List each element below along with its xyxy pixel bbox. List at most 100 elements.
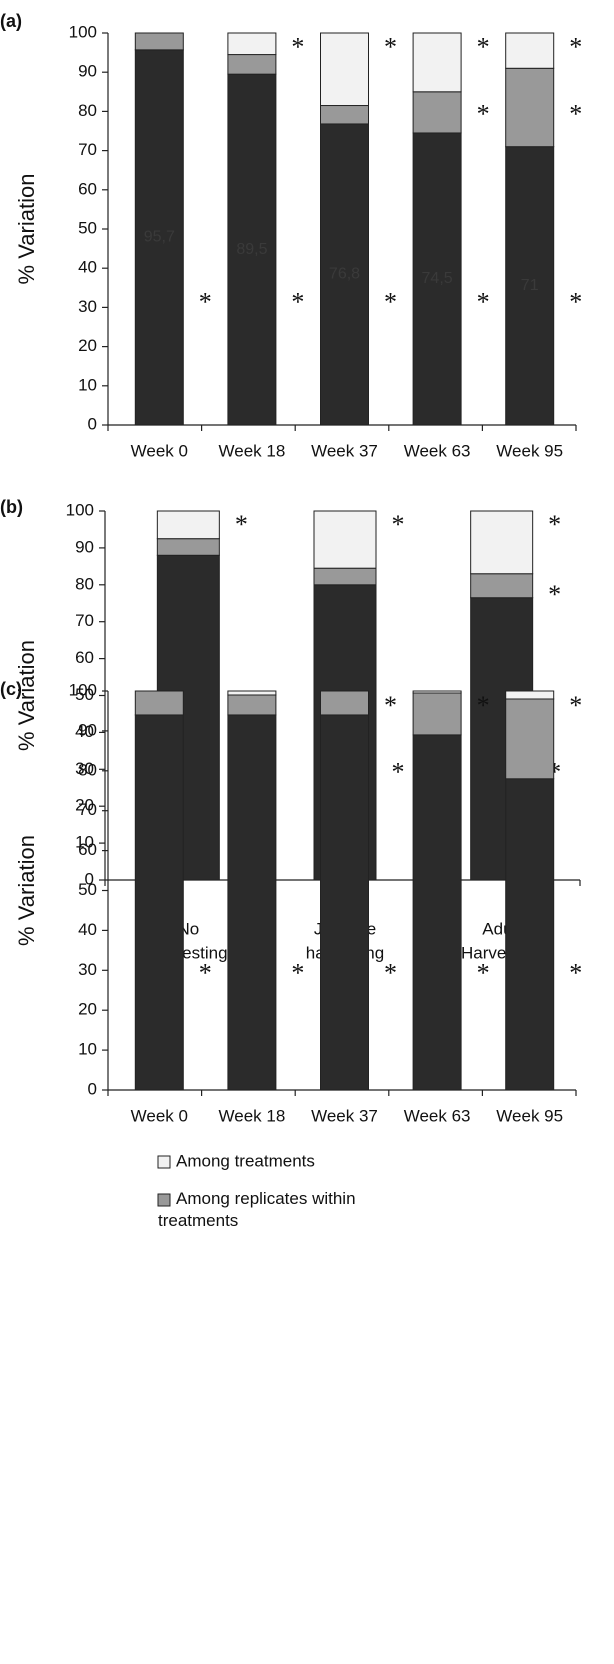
legend-swatch [157,1193,171,1207]
y-tick-label: 10 [78,1040,97,1059]
y-tick-label: 20 [78,1000,97,1019]
annotation: * [392,510,405,539]
bar-segment [505,146,555,426]
value-label: 74,5 [422,270,453,287]
annotation: * [477,691,490,720]
bar-segment [156,538,220,556]
y-tick-label: 80 [78,101,97,120]
y-tick-label: 70 [75,611,94,630]
bar-segment [156,510,220,540]
y-tick-label: 100 [66,500,94,519]
y-tick-label: 80 [78,760,97,779]
x-tick-label: Week 63 [404,1106,471,1125]
y-tick-label: 40 [78,258,97,277]
annotation: * [477,99,490,128]
annotation: * [199,958,212,987]
bar-segment [313,567,377,586]
bar-segment [227,690,277,696]
annotation: * [569,288,582,317]
panel-label: (b) [0,497,23,517]
y-tick-label: 20 [75,796,94,815]
y-tick-label: 60 [78,840,97,859]
bar-segment [320,714,369,1091]
y-tick-label: 0 [88,414,97,433]
annotation: * [392,757,405,786]
bar-segment [470,510,534,575]
x-tick-label: Week 0 [131,1106,188,1125]
x-tick-label: Week 37 [311,1106,378,1125]
bar-segment [313,510,377,569]
legend-label: Among replicates within treatments [158,1189,356,1230]
annotation: * [548,510,561,539]
bar-segment [505,67,555,148]
annotation: * [569,958,582,987]
value-label: 76,8 [329,266,360,283]
x-tick-label: Week 95 [496,1106,563,1125]
x-tick-label: Week 18 [219,441,286,460]
y-tick-label: 100 [69,22,97,41]
bar-segment [227,32,277,56]
annotation: * [384,958,397,987]
x-tick-label: Week 18 [219,1106,286,1125]
y-tick-label: 50 [75,685,94,704]
bar-segment [134,714,184,1091]
annotation: * [384,288,397,317]
panel-label: (a) [0,11,22,31]
value-label: 89,5 [236,241,267,258]
x-tick-label: Week 95 [496,441,563,460]
y-tick-label: 70 [78,140,97,159]
y-tick-label: 10 [78,375,97,394]
y-tick-label: 90 [78,62,97,81]
bar-segment [412,132,462,426]
y-tick-label: 30 [75,759,94,778]
y-tick-label: 0 [88,1079,97,1098]
y-axis-label: % Variation [14,174,39,285]
value-label: 71 [521,277,539,294]
bar-segment [412,692,462,736]
annotation: * [384,33,397,62]
bar-segment [412,734,462,1091]
y-tick-label: 80 [75,574,94,593]
y-tick-label: 30 [78,960,97,979]
bar-segment [412,32,462,93]
bar-segment [320,32,369,107]
y-tick-label: 60 [75,648,94,667]
annotation: * [477,958,490,987]
y-tick-label: 70 [78,800,97,819]
annotation: * [384,691,397,720]
bar-segment [412,690,462,694]
y-tick-label: 50 [78,880,97,899]
bar-segment [320,105,369,125]
x-tick-label: Week 37 [311,441,378,460]
y-tick-label: 0 [85,869,94,888]
y-tick-label: 50 [78,218,97,237]
y-tick-label: 100 [69,680,97,699]
bar-segment [470,573,534,599]
annotation: * [569,33,582,62]
bar-segment [505,32,555,69]
y-tick-label: 20 [78,336,97,355]
y-axis-label: % Variation [14,835,39,946]
annotation: * [291,33,304,62]
y-tick-label: 40 [78,920,97,939]
annotation: * [569,691,582,720]
annotation: * [548,580,561,609]
y-tick-label: 60 [78,179,97,198]
bar-segment [227,714,277,1091]
annotation: * [199,288,212,317]
y-axis-label: % Variation [14,640,39,751]
annotation: * [291,958,304,987]
bar-segment [412,91,462,134]
bar-segment [134,32,184,51]
bar-segment [505,698,555,780]
y-tick-label: 40 [75,722,94,741]
bar-segment [134,690,184,716]
bar-segment [505,778,555,1091]
bar-segment [320,123,369,426]
bar-segment [505,690,555,700]
annotation: * [569,99,582,128]
bar-segment [227,73,277,426]
legend-swatch [157,1155,171,1169]
x-tick-label: Week 0 [131,441,188,460]
